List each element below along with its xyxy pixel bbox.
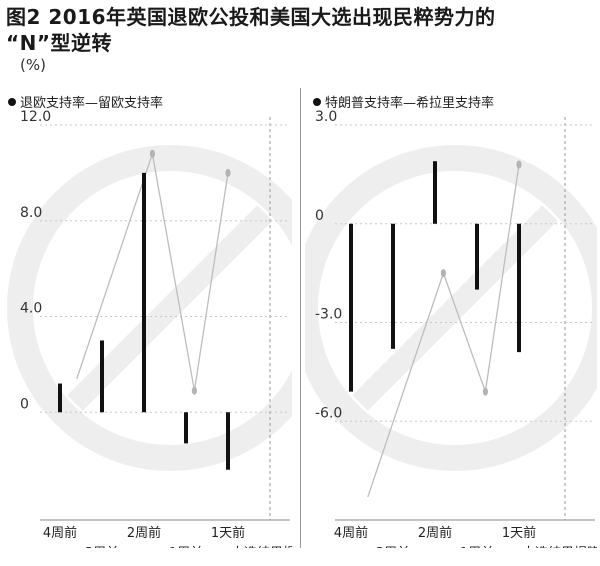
trend-connector-line	[76, 153, 229, 391]
title-line-1: 图2 2016年英国退欧公投和美国大选出现民粹势力的	[6, 5, 496, 29]
bar	[142, 172, 146, 413]
bar	[349, 223, 353, 392]
y-tick-label: 0	[20, 396, 29, 412]
x-tick-label: 1天前	[502, 525, 536, 541]
title-line-2: “N”型逆转	[6, 31, 113, 55]
x-tick-label: 3周前	[376, 545, 410, 548]
bar	[100, 340, 104, 413]
legend-label: 退欧支持率—留欧支持率	[20, 96, 164, 111]
y-tick-label: 3.0	[315, 109, 337, 125]
bar	[391, 223, 395, 349]
watermark-ring	[292, 145, 600, 471]
x-tick-label: 2周前	[418, 525, 452, 541]
y-tick-label: 8.0	[20, 205, 42, 221]
y-tick-label: 0	[315, 208, 324, 224]
bar	[226, 412, 230, 470]
y-tick-label: 12.0	[20, 109, 51, 125]
trend-connector-line	[367, 164, 520, 498]
panel-brexit: 退欧支持率—留欧支持率 12.0 8.0 4.0 0 4周前 3周前 2周前 1周前 1天前大选…	[0, 88, 333, 561]
y-tick-label: -3.0	[315, 307, 342, 323]
trend-point	[482, 387, 488, 396]
x-tick-label: 2周前	[127, 525, 161, 541]
legend-dot-icon	[8, 98, 16, 106]
trend-point	[516, 160, 522, 169]
y-tick-label: 4.0	[20, 301, 42, 317]
chart-brexit: 12.0 8.0 4.0 0 4周前 3周前 2周前 1周前 1天前大选结果揭晓	[7, 109, 333, 561]
watermark-slash	[67, 205, 273, 411]
legend-brexit: 退欧支持率—留欧支持率	[8, 92, 163, 111]
bar	[184, 412, 188, 444]
legend-us-election: 特朗普支持率—希拉里支持率	[313, 92, 494, 111]
x-tick-label: 大选结果揭晓	[231, 546, 292, 548]
bar	[517, 223, 521, 353]
panel-divider	[300, 88, 301, 548]
y-tick-label: -6.0	[315, 405, 342, 421]
trend-point	[225, 168, 231, 177]
legend-label: 特朗普支持率—希拉里支持率	[325, 96, 495, 111]
unit-label: (%)	[20, 56, 46, 74]
x-tick-label: 1周前	[460, 545, 494, 548]
trend-point	[149, 149, 155, 158]
x-tick-label: 1天前	[211, 525, 245, 541]
x-tick-label: 1周前	[169, 545, 203, 548]
trend-point	[191, 386, 197, 395]
x-tick-label: 4周前	[334, 525, 368, 541]
bar	[475, 223, 479, 290]
figure-title: 图2 2016年英国退欧公投和美国大选出现民粹势力的 “N”型逆转	[6, 4, 591, 56]
legend-dot-icon	[313, 98, 321, 106]
chart-us-election: 3.0 0 -3.0 -6.0 4周前 3周前 2周前 1周前 1天前大选结果揭晓	[292, 109, 600, 561]
bar	[433, 161, 437, 224]
x-tick-label: 大选结果揭晓	[522, 546, 597, 548]
trend-point	[440, 269, 446, 278]
panel-us-election: 特朗普支持率—希拉里支持率 3.0 0 -3.0 -6.0 4周前 3周前 2周前 1周前 1天…	[292, 88, 600, 561]
x-tick-label: 3周前	[85, 545, 119, 548]
watermark-slash	[352, 205, 558, 411]
bar	[58, 383, 62, 413]
x-tick-label: 4周前	[43, 525, 77, 541]
